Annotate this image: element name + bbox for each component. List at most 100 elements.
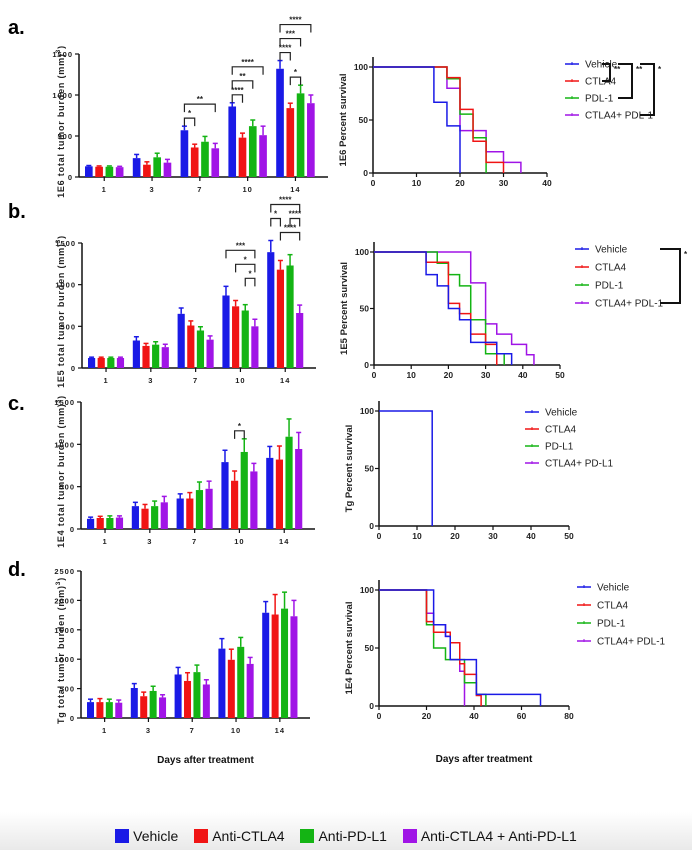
significance-bracket [270, 217, 282, 227]
y-tick-label: 0 [71, 364, 76, 373]
y-tick-label: 50 [365, 464, 375, 474]
y-tick-label: 500 [60, 322, 76, 331]
significance-label: **** [289, 210, 302, 219]
y-axis-title: 1E5 total tumor burden (mm)3) [55, 235, 66, 388]
legend-label: PDL-1 [595, 281, 624, 292]
x-tick-label: 7 [192, 537, 197, 546]
legend-label: CTLA4 [595, 263, 627, 274]
y-tick-label: 2000 [54, 596, 75, 605]
x-tick-label: 3 [148, 376, 153, 385]
bar [211, 148, 220, 177]
x-tick-label: 10 [412, 178, 422, 188]
legend-significance-label: * [658, 65, 662, 74]
legend-label: Anti-CTLA4 [212, 828, 285, 844]
y-tick-label: 1000 [55, 281, 76, 290]
bar [186, 498, 194, 529]
legend-label: Vehicle [545, 408, 578, 419]
bar [152, 344, 160, 368]
x-tick-label: 1 [102, 726, 107, 735]
bar [140, 696, 148, 718]
bar [228, 106, 237, 177]
significance-label: **** [284, 224, 297, 233]
legend-label: Anti-PD-L1 [318, 828, 387, 844]
bar [105, 702, 113, 718]
significance-bracket [289, 76, 302, 86]
superscript: 3 [55, 399, 62, 403]
bar [95, 166, 103, 177]
y-tick-label: 500 [59, 483, 75, 492]
legend-label: CTLA4 [597, 601, 629, 612]
legend-significance-label: * [684, 250, 688, 259]
bar [160, 502, 168, 529]
bar [259, 135, 267, 177]
bar [174, 674, 182, 718]
x-tick-label: 1 [102, 537, 107, 546]
x-tick-label: 40 [518, 370, 528, 380]
d-surv-chart: 0 50 100 0 20 40 60 80 1E4 Percent survival Vehic… [344, 580, 666, 765]
x-tick-label: 50 [555, 370, 565, 380]
y-tick-label: 0 [364, 360, 369, 370]
legend-label: CTLA4+ PD-L1 [545, 459, 614, 470]
significance-bracket [231, 94, 244, 103]
y-tick-label: 500 [59, 685, 75, 694]
x-tick-label: 7 [190, 726, 195, 735]
significance-bracket [244, 277, 256, 287]
bar [286, 265, 294, 368]
x-tick-label: 0 [371, 178, 376, 188]
survival-curve [373, 66, 505, 173]
x-tick-label: 30 [481, 370, 491, 380]
survival-curve [379, 410, 433, 526]
x-tick-label: 7 [193, 376, 198, 385]
bar [205, 488, 213, 529]
y-axis-title: 1E6 Percent survival [338, 74, 349, 167]
survival-curve [373, 66, 522, 173]
survival-curve [379, 589, 466, 706]
x-tick-label: 40 [469, 711, 479, 721]
survival-curve [374, 251, 535, 365]
bar [149, 690, 157, 718]
x-tick-label: 80 [564, 711, 574, 721]
bar [87, 702, 95, 718]
significance-bracket [231, 80, 254, 89]
y-tick-label: 500 [57, 132, 73, 141]
bar [262, 612, 270, 718]
bar [218, 648, 226, 718]
bar [195, 490, 204, 529]
legend-item-anti-pd-l1: Anti-PD-L1 [300, 828, 387, 844]
y-tick-label: 0 [369, 701, 374, 711]
legend-significance-bracket [602, 63, 611, 82]
x-tick-label: 14 [290, 185, 300, 194]
legend-label: PD-L1 [545, 442, 574, 453]
significance-label: * [274, 210, 278, 219]
paren: ) [56, 235, 66, 239]
bar [221, 462, 229, 529]
legend-swatch [115, 829, 130, 843]
significance-label: **** [289, 16, 302, 25]
x-tick-label: 14 [280, 376, 290, 385]
x-tick-label: 40 [526, 531, 536, 541]
significance-label: *** [286, 30, 296, 39]
x-tick-label: 14 [279, 537, 289, 546]
y-tick-label: 100 [354, 62, 368, 72]
superscript: 3 [55, 49, 62, 53]
y-tick-label: 0 [70, 714, 75, 723]
y-axis-title: 1E4 Percent survival [344, 602, 355, 695]
legend-label: Vehicle [585, 60, 618, 71]
x-tick-label: 40 [542, 178, 552, 188]
bar [241, 310, 249, 368]
survival-curve [373, 66, 461, 173]
bar [142, 345, 150, 368]
bar [246, 663, 254, 718]
x-tick-label: 10 [242, 185, 252, 194]
bar [248, 126, 257, 177]
panel-letter: c. [8, 393, 25, 415]
significance-bracket [279, 37, 302, 47]
bar [240, 451, 248, 529]
legend-label: Vehicle [133, 828, 179, 844]
bar [107, 358, 115, 368]
